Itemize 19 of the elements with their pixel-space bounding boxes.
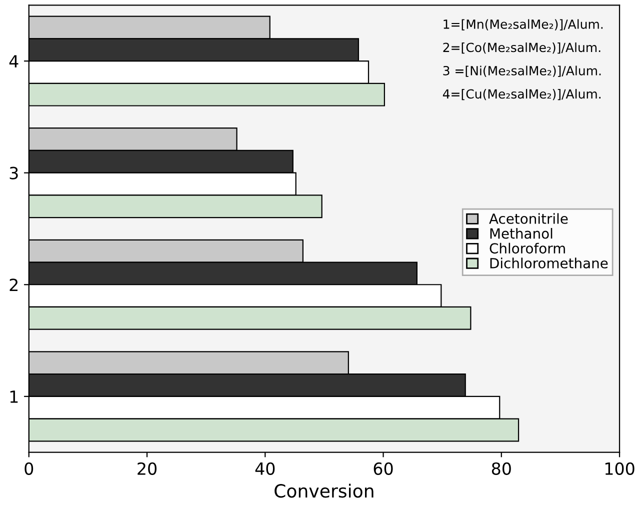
legend-label: Chloroform xyxy=(490,242,565,254)
x-tick-label: 100 xyxy=(605,462,634,475)
annotation: 2=[Co(Me₂salMe₂)]/Alum. xyxy=(443,42,600,54)
y-tick-label: 1 xyxy=(10,390,18,403)
legend-label: Methanol xyxy=(490,228,552,239)
legend-label: Dichloromethane xyxy=(490,258,608,268)
y-tick-label: 3 xyxy=(10,166,18,180)
y-tick-label: 2 xyxy=(10,278,18,291)
x-tick-label: 20 xyxy=(138,462,157,475)
x-tick-label: 60 xyxy=(374,462,393,475)
annotation: 4=[Cu(Me₂salMe₂)]/Alum. xyxy=(442,88,600,100)
y-tick-label: 4 xyxy=(9,55,18,68)
x-tick-label: 80 xyxy=(492,462,511,475)
annotation: 3 =[Ni(Me₂salMe₂)]/Alum. xyxy=(443,66,601,77)
x-tick-label: 0 xyxy=(24,462,34,475)
annotation: 1=[Mn(Me₂salMe₂)]/Alum. xyxy=(444,19,603,30)
legend-label: Acetonitrile xyxy=(489,213,568,224)
x-tick-label: 40 xyxy=(255,462,275,475)
x-axis-title: Conversion xyxy=(274,484,374,498)
